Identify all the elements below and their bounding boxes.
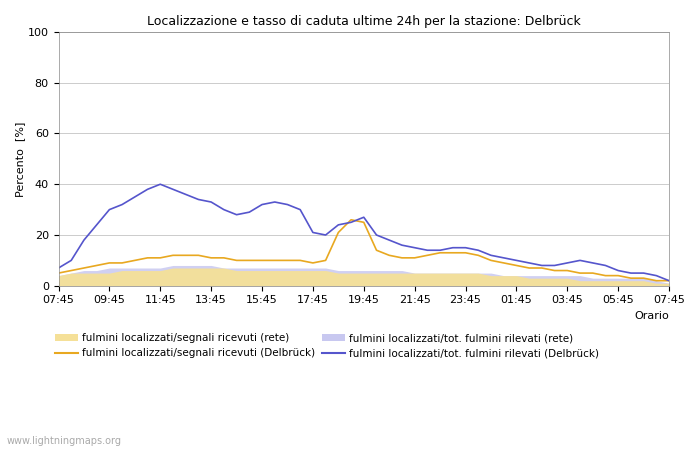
Y-axis label: Percento  [%]: Percento [%] xyxy=(15,121,25,197)
Title: Localizzazione e tasso di caduta ultime 24h per la stazione: Delbrück: Localizzazione e tasso di caduta ultime … xyxy=(147,15,581,28)
Text: www.lightningmaps.org: www.lightningmaps.org xyxy=(7,436,122,446)
X-axis label: Orario: Orario xyxy=(634,311,669,321)
Legend: fulmini localizzati/segnali ricevuti (rete), fulmini localizzati/segnali ricevut: fulmini localizzati/segnali ricevuti (re… xyxy=(51,329,603,363)
